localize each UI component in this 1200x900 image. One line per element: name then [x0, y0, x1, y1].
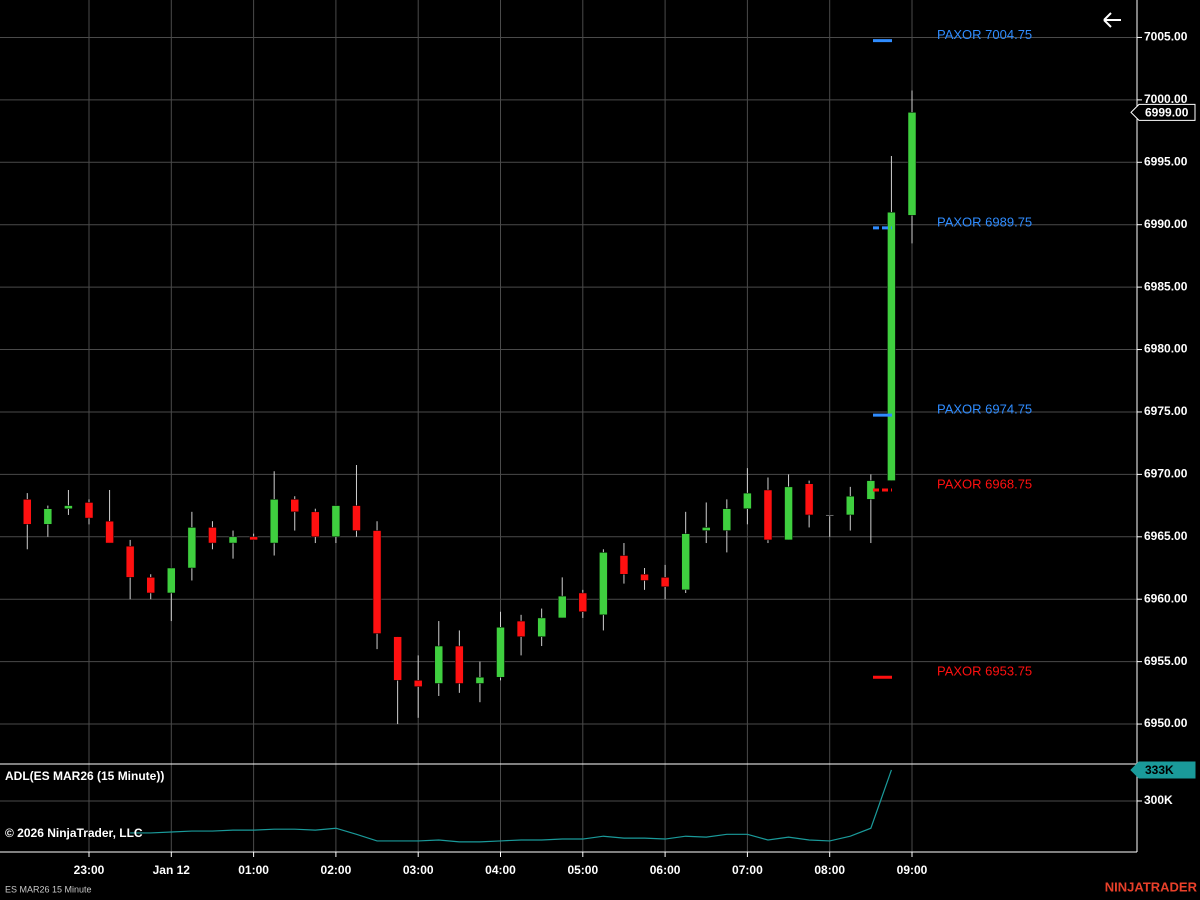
- current-value-label: 6999.00: [1145, 106, 1189, 120]
- candle-body: [249, 536, 258, 541]
- candle-body: [722, 508, 732, 531]
- candle-body: [557, 595, 567, 619]
- y-tick-label: 6970.00: [1144, 467, 1188, 481]
- y-tick-label: 6960.00: [1144, 591, 1188, 605]
- y-tick-label: 7005.00: [1144, 30, 1188, 44]
- candle-body: [496, 627, 505, 678]
- y-tick-label: 7000.00: [1144, 92, 1188, 106]
- y-tick-label: 6990.00: [1144, 217, 1188, 231]
- x-tick-label: Jan 12: [153, 863, 191, 877]
- x-tick-label: 03:00: [403, 863, 434, 877]
- candle-body: [331, 505, 341, 538]
- current-value-marker: [1130, 761, 1196, 779]
- current-value-label: 333K: [1145, 763, 1174, 777]
- candle-body: [763, 489, 773, 541]
- marks-layer: [23, 39, 917, 843]
- instrument-label: ES MAR26 15 Minute: [5, 884, 92, 894]
- candle-body: [578, 592, 588, 612]
- y-tick-label: 6955.00: [1144, 654, 1188, 668]
- candle-body: [290, 499, 299, 513]
- back-arrow[interactable]: [1103, 12, 1121, 28]
- candle-body: [84, 502, 94, 519]
- candle-body: [228, 536, 238, 544]
- candle-body: [167, 567, 176, 594]
- candle-body: [702, 527, 711, 531]
- level-label: PAXOR 6974.75: [937, 402, 1032, 417]
- candle-body: [43, 508, 53, 525]
- candle-body: [804, 483, 814, 516]
- candle-body: [660, 577, 670, 587]
- x-tick-label: 08:00: [814, 863, 845, 877]
- x-tick-label: 06:00: [650, 863, 681, 877]
- candle-body: [23, 499, 32, 525]
- indicator-line: [130, 769, 892, 843]
- level-label: PAXOR 6989.75: [937, 214, 1032, 229]
- level-label: PAXOR 7004.75: [937, 27, 1032, 42]
- candle-body: [516, 620, 526, 637]
- candle-body: [907, 112, 917, 216]
- candle-body: [352, 505, 361, 531]
- copyright: © 2026 NinjaTrader, LLC: [5, 826, 143, 840]
- y-tick-label: 6985.00: [1144, 279, 1188, 293]
- x-tick-label: 07:00: [732, 863, 763, 877]
- current-value-marker: [1130, 103, 1196, 121]
- brand: NINJATRADER: [1105, 879, 1198, 894]
- candle-body: [640, 573, 649, 581]
- y-tick-label: 6980.00: [1144, 342, 1188, 356]
- candle-body: [393, 636, 402, 681]
- x-tick-label: 05:00: [567, 863, 598, 877]
- candle-body: [208, 527, 217, 544]
- y-tick-label: 6950.00: [1144, 716, 1188, 730]
- candle-body: [187, 527, 197, 569]
- indicator-title: ADL(ES MAR26 (15 Minute)): [5, 769, 164, 783]
- level-label: PAXOR 6968.75: [937, 476, 1032, 491]
- candle-body: [413, 680, 423, 687]
- candle-body: [475, 676, 485, 684]
- candle-body: [125, 545, 135, 578]
- x-tick-label: 23:00: [74, 863, 105, 877]
- candle-body: [846, 495, 855, 516]
- candle-body: [269, 499, 279, 544]
- candle-body: [887, 211, 896, 481]
- y-tick-label: 300K: [1144, 793, 1173, 807]
- y-tick-label: 6995.00: [1144, 154, 1188, 168]
- y-tick-label: 6965.00: [1144, 529, 1188, 543]
- x-tick-label: 01:00: [238, 863, 269, 877]
- candle-body: [372, 530, 382, 634]
- level-label: PAXOR 6953.75: [937, 664, 1032, 679]
- candle-body: [743, 492, 752, 509]
- candle-body: [599, 552, 608, 616]
- candle-body: [825, 514, 834, 517]
- candle-body: [784, 486, 793, 541]
- candle-body: [64, 505, 73, 509]
- x-tick-label: 02:00: [321, 863, 352, 877]
- candle-body: [537, 617, 546, 637]
- y-tick-label: 6975.00: [1144, 404, 1188, 418]
- candle-body: [434, 645, 444, 684]
- candle-body: [146, 577, 155, 594]
- candle-body: [311, 511, 320, 538]
- candle-body: [619, 555, 629, 575]
- x-tick-label: 04:00: [485, 863, 516, 877]
- candle-body: [105, 520, 114, 544]
- candle-body: [455, 645, 464, 684]
- x-tick-label: 09:00: [897, 863, 928, 877]
- candle-body: [681, 533, 690, 591]
